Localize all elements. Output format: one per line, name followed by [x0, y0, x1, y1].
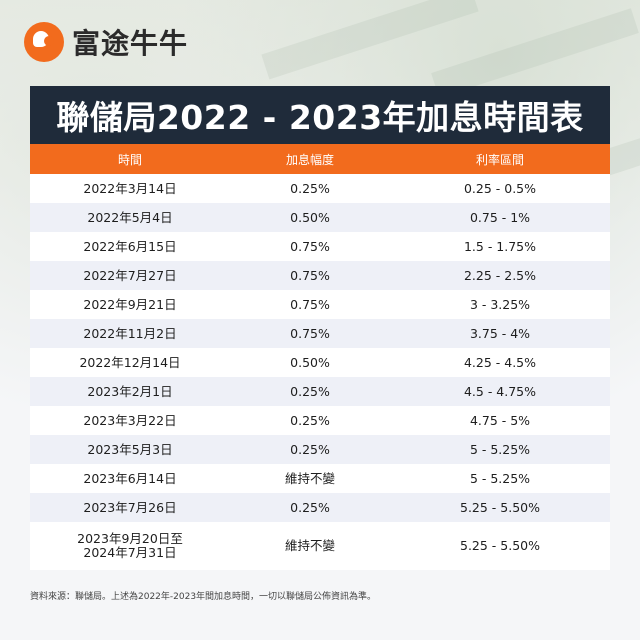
cell-date: 2022年6月15日: [30, 232, 230, 261]
table-row: 2022年3月14日 0.25% 0.25 - 0.5%: [30, 174, 610, 203]
header-hike-size: 加息幅度: [230, 144, 390, 174]
source-footnote: 資料來源：聯儲局。上述為2022年-2023年間加息時間，一切以聯儲局公佈資訊為…: [30, 592, 377, 602]
cell-range: 2.25 - 2.5%: [390, 261, 610, 290]
cell-range: 5.25 - 5.50%: [390, 522, 610, 570]
futu-bull-logo-icon: [24, 22, 64, 62]
rate-hike-table: 時間 加息幅度 利率區間 2022年3月14日 0.25% 0.25 - 0.5% …: [30, 144, 610, 570]
table-row: 2023年7月26日 0.25% 5.25 - 5.50%: [30, 493, 610, 522]
table-row: 2023年9月20日至 2024年7月31日 維持不變 5.25 - 5.50%: [30, 522, 610, 570]
cell-hike: 0.50%: [230, 348, 390, 377]
page-title: 聯儲局2022 - 2023年加息時間表: [56, 98, 584, 137]
cell-range: 5 - 5.25%: [390, 464, 610, 493]
cell-date: 2022年9月21日: [30, 290, 230, 319]
cell-range: 4.75 - 5%: [390, 406, 610, 435]
cell-date: 2022年3月14日: [30, 174, 230, 203]
cell-date: 2022年12月14日: [30, 348, 230, 377]
header-rate-range: 利率區間: [390, 144, 610, 174]
cell-date: 2023年9月20日至 2024年7月31日: [30, 522, 230, 570]
brand-name: 富途牛牛: [72, 27, 189, 60]
cell-date: 2023年3月22日: [30, 406, 230, 435]
cell-date: 2022年7月27日: [30, 261, 230, 290]
table-header-row: 時間 加息幅度 利率區間: [30, 144, 610, 174]
cell-range: 4.25 - 4.5%: [390, 348, 610, 377]
cell-hike: 0.25%: [230, 493, 390, 522]
table-row: 2023年5月3日 0.25% 5 - 5.25%: [30, 435, 610, 464]
title-banner: 聯儲局2022 - 2023年加息時間表: [30, 86, 610, 144]
cell-date: 2023年5月3日: [30, 435, 230, 464]
cell-hike: 0.50%: [230, 203, 390, 232]
cell-hike: 0.75%: [230, 319, 390, 348]
cell-range: 0.25 - 0.5%: [390, 174, 610, 203]
table-row: 2023年3月22日 0.25% 4.75 - 5%: [30, 406, 610, 435]
cell-hike: 0.25%: [230, 377, 390, 406]
cell-hike: 0.25%: [230, 174, 390, 203]
cell-range: 5.25 - 5.50%: [390, 493, 610, 522]
table-row: 2022年12月14日 0.50% 4.25 - 4.5%: [30, 348, 610, 377]
table-row: 2022年7月27日 0.75% 2.25 - 2.5%: [30, 261, 610, 290]
table-row: 2022年11月2日 0.75% 3.75 - 4%: [30, 319, 610, 348]
cell-date: 2023年2月1日: [30, 377, 230, 406]
cell-range: 4.5 - 4.75%: [390, 377, 610, 406]
cell-hike: 維持不變: [230, 464, 390, 493]
cell-range: 1.5 - 1.75%: [390, 232, 610, 261]
table-row: 2022年6月15日 0.75% 1.5 - 1.75%: [30, 232, 610, 261]
cell-date-line1: 2023年9月20日至: [77, 531, 183, 546]
cell-hike: 0.75%: [230, 232, 390, 261]
table-row: 2022年9月21日 0.75% 3 - 3.25%: [30, 290, 610, 319]
cell-hike: 0.75%: [230, 261, 390, 290]
cell-range: 5 - 5.25%: [390, 435, 610, 464]
cell-date: 2023年7月26日: [30, 493, 230, 522]
cell-hike: 0.75%: [230, 290, 390, 319]
cell-range: 3.75 - 4%: [390, 319, 610, 348]
table-row: 2023年2月1日 0.25% 4.5 - 4.75%: [30, 377, 610, 406]
cell-date-line2: 2024年7月31日: [83, 545, 177, 560]
table-row: 2023年6月14日 維持不變 5 - 5.25%: [30, 464, 610, 493]
brand-logo: 富途牛牛: [24, 20, 188, 64]
header-date: 時間: [30, 144, 230, 174]
cell-range: 3 - 3.25%: [390, 290, 610, 319]
cell-date: 2022年5月4日: [30, 203, 230, 232]
table-row: 2022年5月4日 0.50% 0.75 - 1%: [30, 203, 610, 232]
cell-range: 0.75 - 1%: [390, 203, 610, 232]
cell-hike: 0.25%: [230, 406, 390, 435]
cell-date: 2022年11月2日: [30, 319, 230, 348]
cell-hike: 維持不變: [230, 522, 390, 570]
cell-hike: 0.25%: [230, 435, 390, 464]
cell-date: 2023年6月14日: [30, 464, 230, 493]
